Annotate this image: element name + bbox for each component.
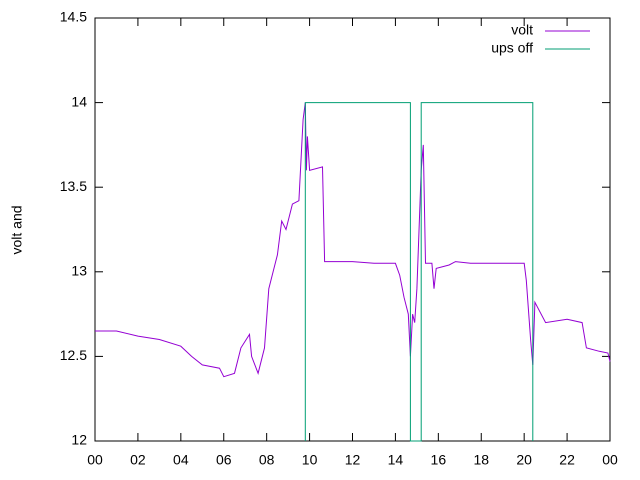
legend-label: volt [511, 22, 533, 38]
x-tick-label: 16 [431, 452, 447, 468]
x-tick-label: 22 [559, 452, 575, 468]
y-tick-label: 12.5 [60, 347, 87, 363]
series-line [95, 102, 611, 378]
x-tick-label: 04 [173, 452, 189, 468]
x-tick-label: 10 [302, 452, 318, 468]
y-tick-label: 13 [71, 263, 87, 279]
x-tick-label: 02 [130, 452, 146, 468]
x-tick-label: 12 [345, 452, 361, 468]
x-tick-label: 08 [259, 452, 275, 468]
y-tick-label: 14.5 [60, 9, 87, 25]
legend-label: ups off [491, 40, 533, 56]
y-tick-label: 14 [71, 93, 87, 109]
y-tick-label: 13.5 [60, 178, 87, 194]
series-line [304, 102, 534, 442]
x-tick-label: 20 [516, 452, 532, 468]
y-axis-label: volt and [9, 205, 25, 254]
y-tick-label: 12 [71, 432, 87, 448]
x-tick-label: 00 [87, 452, 103, 468]
x-tick-label: 06 [216, 452, 232, 468]
x-tick-label: 18 [473, 452, 489, 468]
x-tick-label: 14 [388, 452, 404, 468]
x-tick-label: 00 [602, 452, 618, 468]
